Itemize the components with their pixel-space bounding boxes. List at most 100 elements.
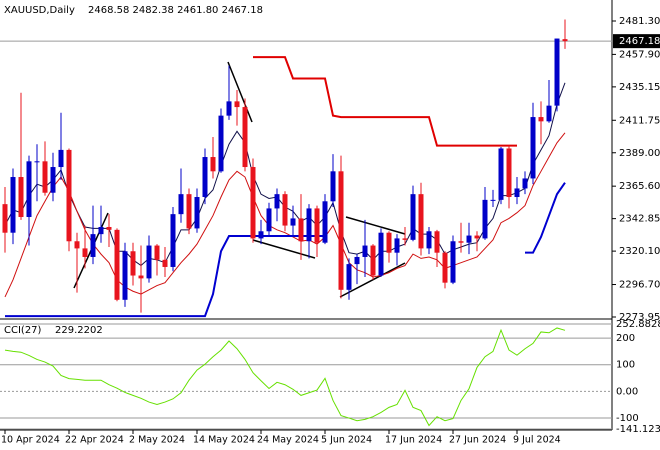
candle-body xyxy=(186,194,192,229)
candle-body xyxy=(290,218,296,226)
candle-body xyxy=(554,38,560,106)
candle-body xyxy=(162,259,168,267)
candle-body xyxy=(58,149,64,168)
candle-body xyxy=(354,256,360,265)
candle-body xyxy=(386,232,392,253)
candle-body xyxy=(154,245,160,260)
y-tick-label: 200 xyxy=(616,333,635,344)
candle-body xyxy=(370,245,376,276)
x-tick-label: 10 Apr 2024 xyxy=(1,435,60,446)
candle-body xyxy=(562,39,568,42)
candle-body xyxy=(202,157,208,198)
trendlines xyxy=(73,61,406,298)
candle-body xyxy=(178,194,184,215)
candle-body xyxy=(266,208,272,232)
candle-body xyxy=(114,229,120,300)
candle-body xyxy=(18,177,24,217)
candle-body xyxy=(306,208,312,242)
y-tick-label: -100 xyxy=(616,413,639,424)
y-tick-label: 2296.70 xyxy=(619,280,660,291)
candle-body xyxy=(330,171,336,202)
candle-body xyxy=(282,194,288,226)
indicator-line xyxy=(253,56,517,147)
candle-body xyxy=(362,245,368,257)
y-tick-label: 2320.10 xyxy=(619,246,660,257)
candle-body xyxy=(490,199,496,201)
candle-body xyxy=(530,117,536,179)
y-tick-label: 100 xyxy=(616,360,635,371)
indicator-title: CCI(27) xyxy=(4,325,42,336)
candle-body xyxy=(2,204,8,233)
trendline xyxy=(339,262,406,298)
candle-body xyxy=(378,232,384,276)
candle-body xyxy=(346,264,352,290)
candle-body xyxy=(98,226,104,235)
candle-body xyxy=(234,101,240,108)
candle-body xyxy=(322,201,328,243)
candle-body xyxy=(10,177,16,233)
candle-body xyxy=(514,188,520,198)
candle-body xyxy=(466,235,472,243)
x-tick-label: 24 May 2024 xyxy=(257,435,319,446)
candle-body xyxy=(442,252,448,283)
symbol: XAUUSD,Daily xyxy=(4,5,75,16)
candle-body xyxy=(250,167,256,239)
indicator-line xyxy=(4,132,566,298)
candle-body xyxy=(258,231,264,239)
indicator-line xyxy=(4,82,566,267)
indicator-line xyxy=(5,182,566,318)
candle-body xyxy=(402,238,408,240)
candle-body xyxy=(426,231,432,249)
candle-body xyxy=(410,194,416,240)
y-tick-label: 2273.95 xyxy=(619,312,660,323)
candle-body xyxy=(170,214,176,267)
candle-body xyxy=(50,167,56,193)
y-tick-label: 2457.90 xyxy=(619,49,660,60)
x-tick-label: 9 Jul 2024 xyxy=(513,435,561,446)
price-tag xyxy=(613,34,660,49)
candle-body xyxy=(506,148,512,198)
candle-body xyxy=(130,251,136,276)
indicator-line xyxy=(4,327,566,427)
candle-body xyxy=(194,197,200,229)
candle-body xyxy=(242,107,248,168)
candle-body xyxy=(210,157,216,172)
y-tick-label: -141.123 xyxy=(616,424,660,435)
candle-body xyxy=(482,199,488,239)
candle-body xyxy=(546,105,552,122)
candle-body xyxy=(274,194,280,209)
candle-body xyxy=(418,194,424,249)
candle-body xyxy=(314,208,320,243)
candle-body xyxy=(498,148,504,200)
x-tick-label: 2 May 2024 xyxy=(129,435,185,446)
y-tick-label: 2389.00 xyxy=(619,148,660,159)
candle-body xyxy=(34,161,40,163)
candle-body xyxy=(146,245,152,279)
y-tick-label: 2411.75 xyxy=(619,115,660,126)
candle-body xyxy=(74,241,80,249)
x-tick-label: 5 Jun 2024 xyxy=(321,435,372,446)
candle-body xyxy=(474,235,480,239)
x-tick-label: 17 Jun 2024 xyxy=(385,435,442,446)
candle-body xyxy=(434,231,440,253)
candle-body xyxy=(106,226,112,230)
x-tick-label: 22 Apr 2024 xyxy=(65,435,124,446)
candle-body xyxy=(226,101,232,116)
candle-body xyxy=(450,241,456,283)
y-tick-label: 0.00 xyxy=(616,386,638,397)
candle-body xyxy=(338,171,344,290)
candle-body xyxy=(26,161,32,217)
x-tick-label: 27 Jun 2024 xyxy=(449,435,506,446)
candle-body xyxy=(122,251,128,300)
y-tick-label: 2342.85 xyxy=(619,214,660,225)
candle-body xyxy=(66,149,72,242)
y-tick-label: 2365.60 xyxy=(619,181,660,192)
ohlc: 2468.58 2482.38 2461.80 2467.18 xyxy=(88,5,263,16)
candle-body xyxy=(82,248,88,257)
y-tick-label: 2481.30 xyxy=(619,16,660,27)
trendline xyxy=(227,61,253,123)
candle-body xyxy=(42,161,48,193)
candle-body xyxy=(138,275,144,279)
trendline xyxy=(252,239,316,259)
